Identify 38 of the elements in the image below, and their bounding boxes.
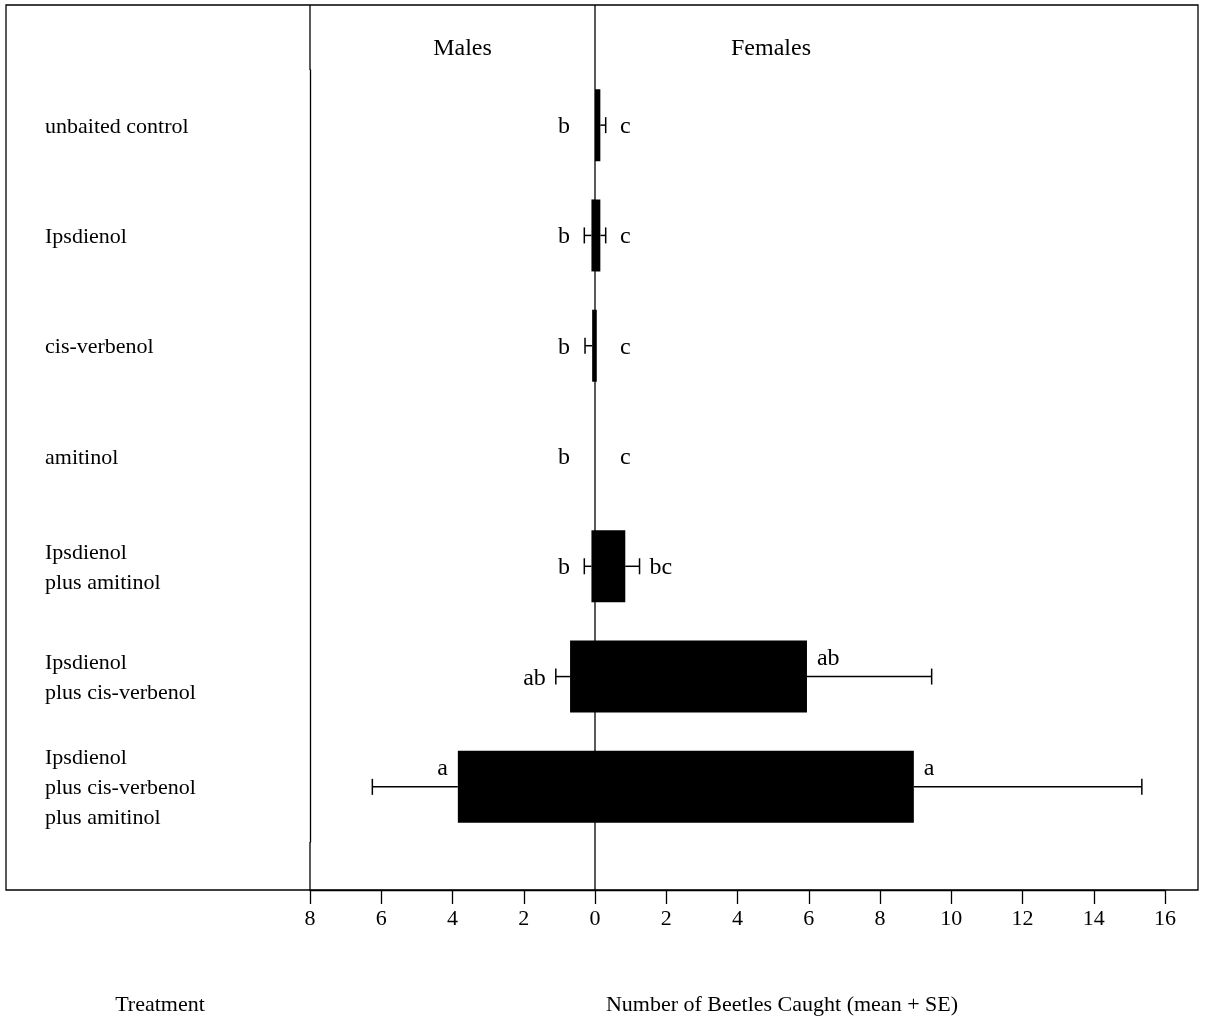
annotation: Males bbox=[433, 34, 492, 60]
x-tick-label: 8 bbox=[304, 904, 316, 930]
annotation: Females bbox=[731, 34, 811, 60]
x-tick-label: 4 bbox=[732, 904, 743, 930]
data-label: c bbox=[620, 443, 631, 469]
data-label: b bbox=[558, 553, 570, 580]
y-tick-label: Ipsdienol plus cis-verbenol plus amitinol bbox=[45, 744, 196, 830]
y-tick-label: amitinol bbox=[45, 443, 119, 469]
data-label: c bbox=[620, 332, 631, 359]
y-tick-label: unbaited control bbox=[45, 112, 189, 138]
x-tick-label: 0 bbox=[589, 904, 601, 930]
x-tick-label: 16 bbox=[1154, 904, 1176, 930]
data-label: ab bbox=[816, 643, 840, 670]
data-label: a bbox=[437, 753, 449, 780]
y-tick-label: Ipsdienol plus cis-verbenol bbox=[45, 649, 196, 705]
data-label: b bbox=[558, 112, 570, 139]
y-axis-title: Treatment bbox=[115, 990, 205, 1016]
x-tick-label: 10 bbox=[940, 904, 963, 930]
y-tick-label: Ipsdienol plus amitinol bbox=[45, 538, 161, 594]
x-tick-label: 14 bbox=[1082, 904, 1105, 930]
data-label: ab bbox=[523, 663, 546, 690]
x-tick-label: 6 bbox=[803, 904, 815, 930]
x-tick-label: 8 bbox=[874, 904, 886, 930]
x-tick-label: 2 bbox=[660, 904, 672, 930]
data-label: b bbox=[558, 332, 570, 359]
y-tick-label: cis-verbenol bbox=[45, 333, 154, 359]
x-tick-label: 12 bbox=[1011, 904, 1034, 930]
data-label: b bbox=[558, 222, 570, 249]
x-tick-label: 2 bbox=[518, 904, 530, 930]
data-label: c bbox=[620, 222, 631, 249]
y-tick-label: Ipsdienol bbox=[45, 222, 127, 248]
x-tick-label: 6 bbox=[375, 904, 387, 930]
data-label: b bbox=[558, 443, 570, 469]
x-tick-label: 4 bbox=[447, 904, 458, 930]
x-axis-title: Number of Beetles Caught (mean + SE) bbox=[605, 990, 959, 1016]
data-label: bc bbox=[649, 553, 673, 580]
data-label: a bbox=[923, 753, 935, 780]
data-label: c bbox=[620, 112, 631, 139]
